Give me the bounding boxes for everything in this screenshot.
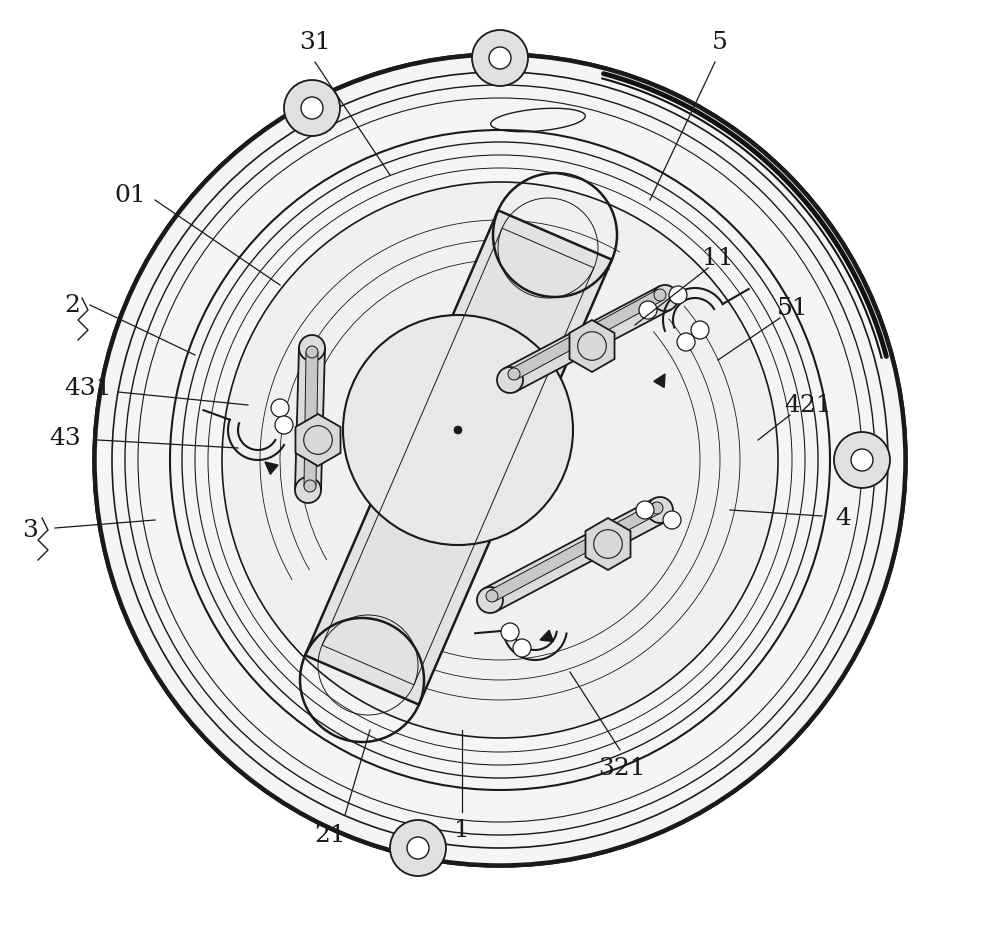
Polygon shape — [504, 286, 671, 392]
Circle shape — [639, 301, 657, 319]
Circle shape — [295, 477, 321, 503]
Circle shape — [477, 587, 503, 613]
Circle shape — [306, 346, 318, 358]
Text: 01: 01 — [114, 183, 146, 207]
Polygon shape — [295, 414, 341, 466]
Text: 4: 4 — [835, 506, 851, 530]
Circle shape — [508, 368, 520, 380]
Text: 51: 51 — [777, 297, 809, 319]
Polygon shape — [484, 499, 666, 611]
Circle shape — [663, 511, 681, 529]
Circle shape — [343, 315, 573, 545]
Circle shape — [299, 335, 325, 361]
Polygon shape — [489, 502, 660, 601]
Circle shape — [454, 426, 462, 434]
Polygon shape — [511, 290, 663, 379]
Circle shape — [275, 416, 293, 434]
Polygon shape — [569, 320, 615, 372]
Circle shape — [222, 182, 778, 738]
Text: 3: 3 — [22, 518, 38, 542]
Text: 21: 21 — [314, 824, 346, 846]
Polygon shape — [540, 630, 553, 641]
Circle shape — [472, 30, 528, 86]
Circle shape — [94, 54, 906, 866]
Circle shape — [851, 449, 873, 471]
Circle shape — [390, 820, 446, 876]
Polygon shape — [305, 210, 612, 704]
Circle shape — [489, 47, 511, 69]
Polygon shape — [304, 352, 318, 486]
Text: 321: 321 — [598, 757, 646, 779]
Circle shape — [636, 501, 654, 519]
Text: 11: 11 — [702, 247, 734, 269]
Circle shape — [497, 367, 523, 393]
Circle shape — [513, 639, 531, 657]
Circle shape — [407, 837, 429, 859]
Circle shape — [834, 432, 890, 488]
Circle shape — [654, 289, 666, 301]
Circle shape — [651, 502, 663, 514]
Text: 2: 2 — [64, 294, 80, 316]
Circle shape — [271, 399, 289, 417]
Text: 43: 43 — [49, 426, 81, 450]
Text: 431: 431 — [64, 377, 112, 399]
Circle shape — [647, 497, 673, 523]
Circle shape — [677, 333, 695, 351]
Circle shape — [304, 480, 316, 492]
Text: 1: 1 — [454, 819, 470, 841]
Circle shape — [486, 590, 498, 602]
Polygon shape — [654, 374, 665, 388]
Circle shape — [669, 286, 687, 304]
Text: 5: 5 — [712, 30, 728, 54]
Text: 31: 31 — [299, 30, 331, 54]
Circle shape — [691, 321, 709, 339]
Text: 421: 421 — [784, 393, 832, 417]
Circle shape — [652, 285, 678, 311]
Circle shape — [301, 97, 323, 119]
Polygon shape — [265, 462, 278, 474]
Polygon shape — [585, 518, 631, 570]
Circle shape — [501, 623, 519, 641]
Polygon shape — [295, 347, 325, 490]
Circle shape — [284, 80, 340, 136]
